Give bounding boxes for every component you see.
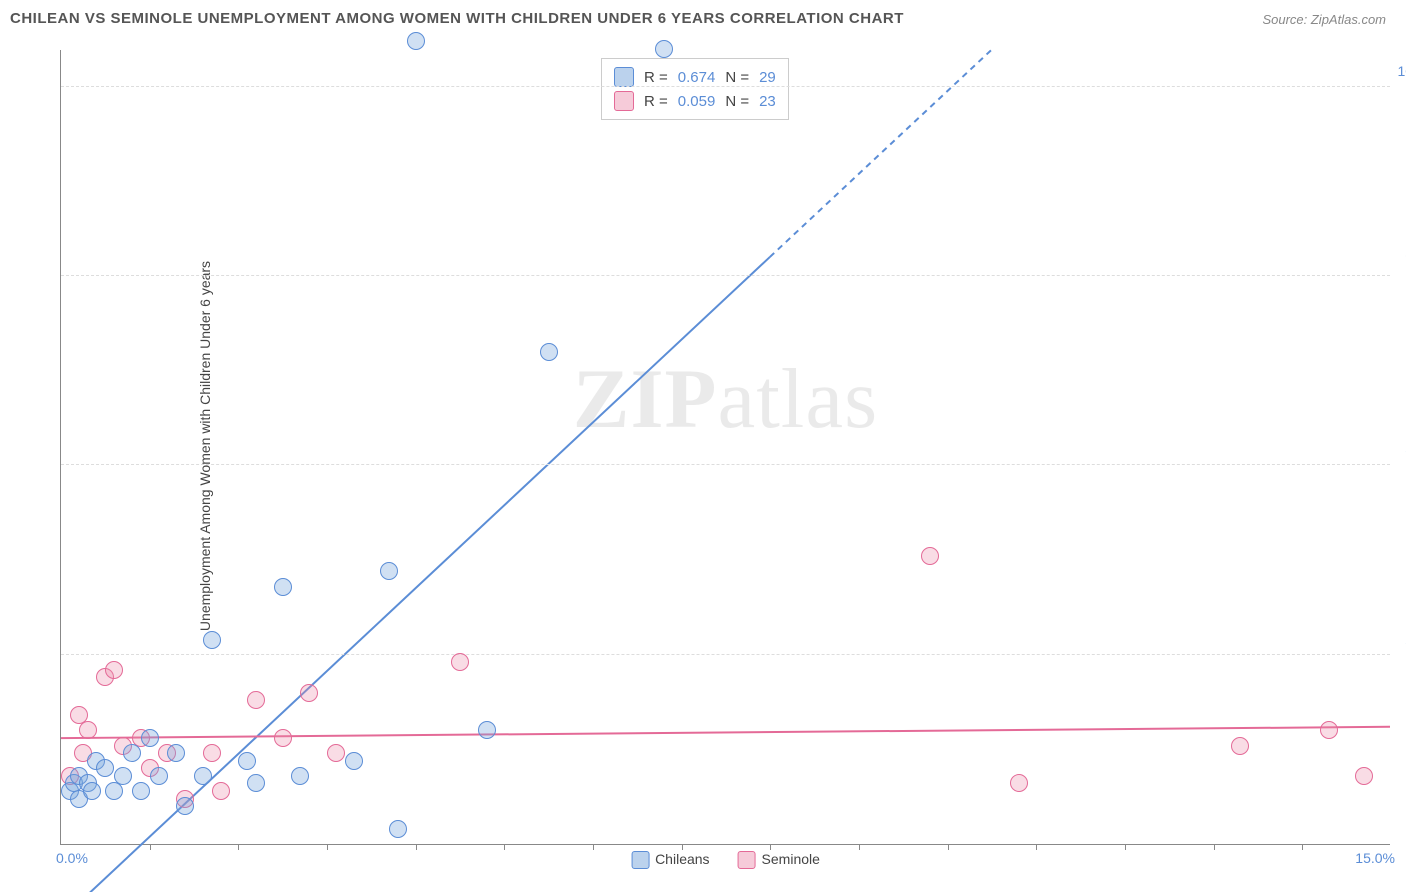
data-point — [478, 721, 496, 739]
data-point — [123, 744, 141, 762]
x-axis-min-label: 0.0% — [56, 850, 88, 866]
x-tick — [504, 844, 505, 850]
gridline — [61, 654, 1390, 655]
swatch-chileans-icon — [631, 851, 649, 869]
data-point — [1320, 721, 1338, 739]
gridline — [61, 275, 1390, 276]
data-point — [203, 631, 221, 649]
swatch-seminole-icon — [614, 91, 634, 111]
data-point — [1231, 737, 1249, 755]
x-tick — [327, 844, 328, 850]
data-point — [150, 767, 168, 785]
x-tick — [948, 844, 949, 850]
data-point — [407, 32, 425, 50]
data-point — [380, 562, 398, 580]
stat-row-seminole: R = 0.059 N = 23 — [614, 89, 776, 113]
x-tick — [416, 844, 417, 850]
correlation-stats-box: R = 0.674 N = 29 R = 0.059 N = 23 — [601, 58, 789, 120]
x-axis-max-label: 15.0% — [1355, 850, 1395, 866]
n-value-seminole: 23 — [759, 93, 776, 110]
x-tick — [150, 844, 151, 850]
data-point — [540, 343, 558, 361]
x-tick — [1036, 844, 1037, 850]
x-tick — [682, 844, 683, 850]
data-point — [655, 40, 673, 58]
swatch-seminole-icon — [738, 851, 756, 869]
x-tick — [593, 844, 594, 850]
data-point — [451, 653, 469, 671]
data-point — [345, 752, 363, 770]
data-point — [203, 744, 221, 762]
data-point — [132, 782, 150, 800]
watermark: ZIPatlas — [573, 350, 878, 448]
swatch-chileans-icon — [614, 67, 634, 87]
x-tick — [1125, 844, 1126, 850]
n-value-chileans: 29 — [759, 69, 776, 86]
n-label: N = — [725, 69, 749, 86]
data-point — [921, 547, 939, 565]
x-tick — [238, 844, 239, 850]
data-point — [83, 782, 101, 800]
chart-title: CHILEAN VS SEMINOLE UNEMPLOYMENT AMONG W… — [10, 10, 904, 27]
data-point — [212, 782, 230, 800]
data-point — [238, 752, 256, 770]
gridline — [61, 86, 1390, 87]
data-point — [291, 767, 309, 785]
x-tick — [770, 844, 771, 850]
data-point — [247, 691, 265, 709]
data-point — [1010, 774, 1028, 792]
data-point — [274, 578, 292, 596]
data-point — [300, 684, 318, 702]
r-label: R = — [644, 93, 668, 110]
data-point — [247, 774, 265, 792]
data-point — [114, 767, 132, 785]
x-tick — [1302, 844, 1303, 850]
y-tick-label: 100.0% — [1398, 63, 1406, 79]
data-point — [327, 744, 345, 762]
legend-item-seminole: Seminole — [738, 851, 820, 869]
r-label: R = — [644, 69, 668, 86]
gridline — [61, 464, 1390, 465]
legend-label-chileans: Chileans — [655, 851, 709, 867]
scatter-plot-area: ZIPatlas R = 0.674 N = 29 R = 0.059 N = … — [60, 50, 1390, 845]
source-attribution: Source: ZipAtlas.com — [1262, 12, 1386, 27]
legend-item-chileans: Chileans — [631, 851, 709, 869]
n-label: N = — [725, 93, 749, 110]
data-point — [96, 759, 114, 777]
data-point — [274, 729, 292, 747]
data-point — [79, 721, 97, 739]
data-point — [389, 820, 407, 838]
data-point — [167, 744, 185, 762]
data-point — [194, 767, 212, 785]
r-value-chileans: 0.674 — [678, 69, 716, 86]
data-point — [105, 661, 123, 679]
data-point — [1355, 767, 1373, 785]
data-point — [176, 797, 194, 815]
legend: Chileans Seminole — [631, 851, 820, 869]
x-tick — [1214, 844, 1215, 850]
x-tick — [859, 844, 860, 850]
legend-label-seminole: Seminole — [762, 851, 820, 867]
data-point — [141, 729, 159, 747]
r-value-seminole: 0.059 — [678, 93, 716, 110]
